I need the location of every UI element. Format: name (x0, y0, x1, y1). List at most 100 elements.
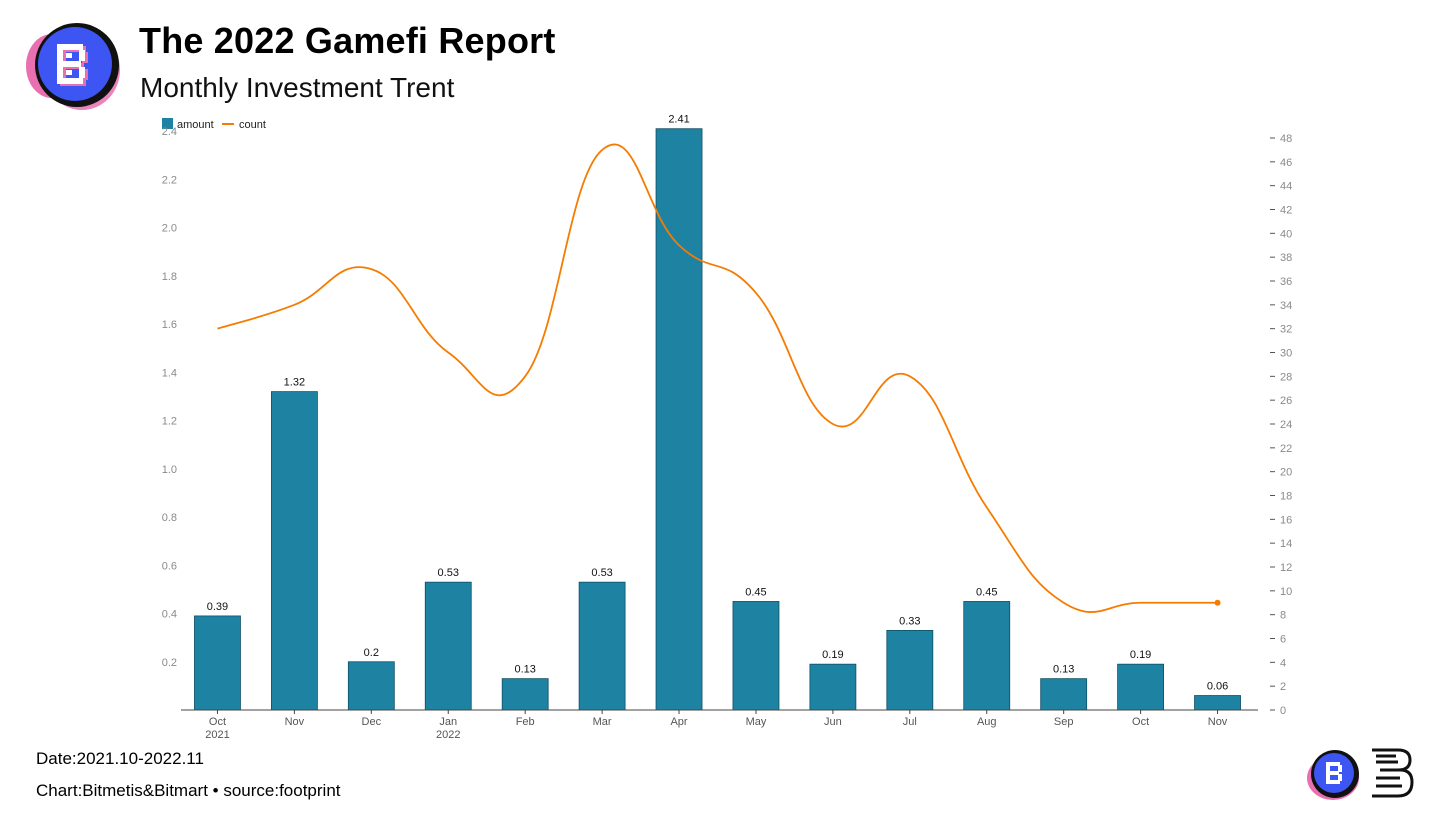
amount-data-label: 0.45 (976, 586, 997, 598)
left-y-axis: 0.2 0.4 0.6 0.8 1.0 1.2 1.4 1.6 1.8 2.0 2.2 2.4 (162, 126, 177, 669)
right-axis-tick-label: 18 (1280, 491, 1292, 503)
right-axis-tick-label: 12 (1280, 562, 1292, 574)
amount-bar (424, 581, 472, 711)
amount-bar (732, 601, 780, 711)
right-axis-tick-label: 32 (1280, 324, 1292, 336)
right-axis-tick-label: 30 (1280, 348, 1292, 360)
amount-data-label: 0.2 (364, 647, 379, 659)
amount-bar (501, 678, 549, 711)
amount-data-label: 0.13 (514, 664, 535, 676)
amount-data-label: 0.19 (1130, 649, 1151, 661)
amount-bar (578, 581, 626, 711)
right-axis-tick-label: 36 (1280, 276, 1292, 288)
left-axis-tick-label: 0.8 (162, 512, 177, 524)
right-axis-tick-label: 40 (1280, 228, 1292, 240)
right-axis-tick-label: 16 (1280, 514, 1292, 526)
amount-data-label: 2.41 (668, 114, 689, 126)
right-axis-tick-label: 6 (1280, 634, 1286, 646)
left-axis-tick-label: 2.4 (162, 126, 177, 138)
x-axis-tick-label: Nov (1208, 716, 1228, 728)
right-axis-tick-label: 48 (1280, 133, 1292, 145)
count-line-series (217, 143, 1221, 613)
left-axis-tick-label: 1.2 (162, 416, 177, 428)
x-axis-tick-label: May (746, 716, 767, 728)
left-axis-tick-label: 1.8 (162, 271, 177, 283)
amount-data-label: 0.53 (591, 567, 612, 579)
amount-data-labels: 0.39 1.32 0.2 0.53 0.13 0.53 2.41 0.45 0.19 0.33 0… (207, 114, 1228, 693)
amount-bar (886, 630, 934, 711)
right-axis-tick-label: 24 (1280, 419, 1292, 431)
right-axis-tick-label: 20 (1280, 467, 1292, 479)
right-axis-tick-label: 34 (1280, 300, 1292, 312)
right-y-axis: 0246810121416182022242628303234363840424… (1270, 133, 1292, 717)
x-axis-tick-label: Apr (670, 716, 687, 728)
amount-bar (1040, 678, 1088, 711)
amount-bar (194, 615, 241, 711)
right-axis-tick-label: 2 (1280, 681, 1286, 693)
bitmetis-logo-small-icon (1305, 748, 1361, 800)
right-axis-tick-label: 38 (1280, 252, 1292, 264)
x-axis-tick-label: Jan (439, 716, 457, 728)
amount-data-label: 0.39 (207, 601, 228, 613)
amount-bar (270, 391, 318, 711)
amount-data-label: 0.19 (822, 649, 843, 661)
left-axis-tick-label: 2.0 (162, 223, 177, 235)
amount-data-label: 0.45 (745, 586, 766, 598)
x-axis-tick-label: Jul (903, 716, 917, 728)
count-line (217, 143, 1218, 613)
right-axis-tick-label: 44 (1280, 181, 1292, 193)
report-date: Date:2021.10-2022.11 (36, 749, 204, 768)
brand-logo-icon (22, 18, 122, 112)
right-axis-tick-label: 4 (1280, 657, 1286, 669)
left-axis-tick-label: 1.4 (162, 367, 177, 379)
x-axis-tick-label: Jun (824, 716, 842, 728)
x-axis-tick-label: Oct (209, 716, 226, 728)
page-subtitle: Monthly Investment Trent (140, 72, 455, 103)
legend-count-label: count (239, 119, 266, 131)
bitmart-logo-icon (1368, 746, 1414, 800)
amount-bar (655, 128, 703, 711)
x-axis-tick-label: Aug (977, 716, 997, 728)
chart-credit: Chart:Bitmetis&Bitmart • source:footprin… (36, 781, 341, 800)
amount-data-label: 0.53 (438, 567, 459, 579)
count-line-end-point (1214, 599, 1221, 606)
x-axis-tick-label: Nov (285, 716, 305, 728)
amount-data-label: 0.33 (899, 615, 920, 627)
legend-amount-swatch (162, 118, 173, 129)
chart-legend: amount count (162, 118, 266, 131)
amount-bar (809, 663, 857, 711)
left-axis-tick-label: 0.2 (162, 657, 177, 669)
x-axis-tick-label: Sep (1054, 716, 1074, 728)
right-axis-tick-label: 46 (1280, 157, 1292, 169)
amount-bar (1117, 663, 1165, 711)
amount-data-label: 1.32 (284, 377, 305, 389)
left-axis-tick-label: 1.0 (162, 464, 177, 476)
right-axis-tick-label: 22 (1280, 443, 1292, 455)
amount-bars (194, 128, 1241, 711)
right-axis-tick-label: 14 (1280, 538, 1292, 550)
legend-amount-label: amount (177, 119, 214, 131)
right-axis-tick-label: 28 (1280, 371, 1292, 383)
right-axis-tick-label: 42 (1280, 205, 1292, 217)
x-axis-tick-label: 2021 (205, 729, 229, 741)
left-axis-tick-label: 0.4 (162, 609, 177, 621)
x-axis-tick-label: Oct (1132, 716, 1149, 728)
amount-bar (963, 601, 1011, 711)
left-axis-tick-label: 2.2 (162, 174, 177, 186)
amount-bar (1194, 695, 1241, 711)
right-axis-tick-label: 8 (1280, 610, 1286, 622)
right-axis-tick-label: 26 (1280, 395, 1292, 407)
x-axis-tick-label: Feb (516, 716, 535, 728)
page-title: The 2022 Gamefi Report (139, 20, 556, 61)
left-axis-tick-label: 1.6 (162, 319, 177, 331)
left-axis-tick-label: 0.6 (162, 560, 177, 572)
amount-data-label: 0.13 (1053, 664, 1074, 676)
x-axis-tick-label: Dec (362, 716, 382, 728)
amount-bar (347, 661, 395, 711)
amount-data-label: 0.06 (1207, 681, 1228, 693)
x-axis-tick-label: Mar (593, 716, 612, 728)
x-axis-tick-label: 2022 (436, 729, 460, 741)
right-axis-tick-label: 0 (1280, 705, 1286, 717)
